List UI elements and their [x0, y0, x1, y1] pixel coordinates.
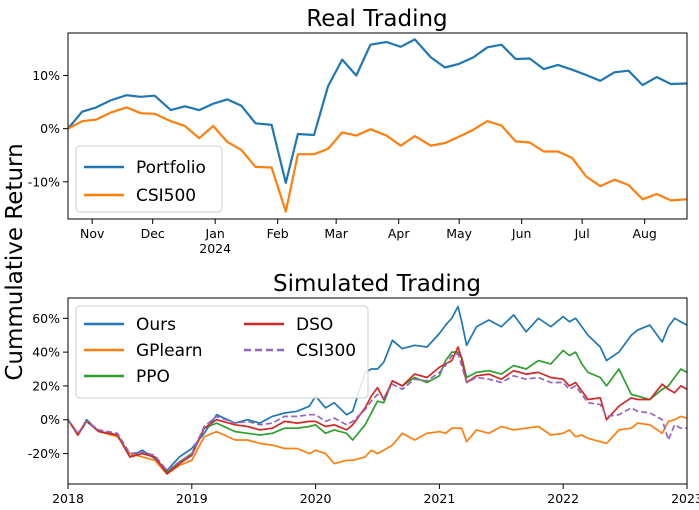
legend-label-dso: DSO: [296, 315, 333, 335]
chart-title: Real Trading: [306, 6, 447, 32]
x-tick-label: Mar: [324, 226, 348, 241]
y-tick-label: -20%: [28, 446, 60, 461]
series-line-portfolio: [67, 38, 688, 184]
series-line-ours: [67, 305, 688, 472]
x-tick-label: Aug: [632, 226, 656, 241]
series-line-csi300: [67, 352, 687, 472]
legend-label-csi500: CSI500: [136, 186, 196, 206]
legend-label-portfolio: Portfolio: [136, 158, 206, 178]
series-layer: [67, 38, 688, 213]
plot-frame: [67, 297, 688, 485]
x-tick-label: May: [446, 226, 472, 241]
x-tick-label: 2021: [423, 491, 455, 506]
x-tick-sublabel: 2024: [199, 241, 231, 256]
x-tick-label: 2022: [547, 491, 579, 506]
y-tick-label: 10%: [32, 68, 60, 83]
x-tick-label: Apr: [388, 226, 410, 241]
legend-box: [75, 305, 369, 399]
x-tick-label: Nov: [80, 226, 105, 241]
series-line-gplearn: [67, 415, 688, 475]
figure-ylabel: Cummulative Return: [2, 143, 28, 380]
x-tick-label: Jul: [574, 226, 590, 241]
x-tick-label: Feb: [267, 226, 289, 241]
legend-label-gplearn: GPlearn: [136, 341, 203, 361]
x-tick-label: Jan: [205, 226, 225, 241]
y-tick-label: 60%: [32, 311, 60, 326]
x-tick-label: 2020: [300, 491, 332, 506]
x-tick-label: Jun: [511, 226, 532, 241]
x-tick-label: 2023: [671, 491, 699, 506]
axis-ticks: 60% 40% 20% 0% -20% 2018 2019 2020 2021 2022 2023: [28, 311, 699, 506]
y-tick-label: 20%: [32, 378, 60, 393]
y-tick-label: -10%: [28, 174, 60, 189]
y-tick-label: 0%: [40, 412, 60, 427]
y-tick-label: 0%: [40, 121, 60, 136]
x-tick-label: 2019: [176, 491, 208, 506]
legend-label-csi300: CSI300: [296, 341, 356, 361]
x-tick-label: Dec: [141, 226, 165, 241]
series-line-csi500: [67, 106, 688, 213]
x-tick-label: 2018: [52, 491, 84, 506]
legend: Ours GPlearn PPO DSO CSI300: [75, 305, 369, 399]
legend-label-ours: Ours: [136, 315, 176, 335]
legend-label-ppo: PPO: [136, 367, 170, 387]
chart-title: Simulated Trading: [273, 271, 481, 297]
legend: Portfolio CSI500: [75, 145, 223, 213]
plot-frame: [67, 32, 688, 220]
y-tick-label: 40%: [32, 345, 60, 360]
series-layer: [67, 305, 688, 475]
simulated-trading-chart: Simulated Trading 60% 40% 20% 0% -20% 2018 201…: [28, 271, 699, 506]
